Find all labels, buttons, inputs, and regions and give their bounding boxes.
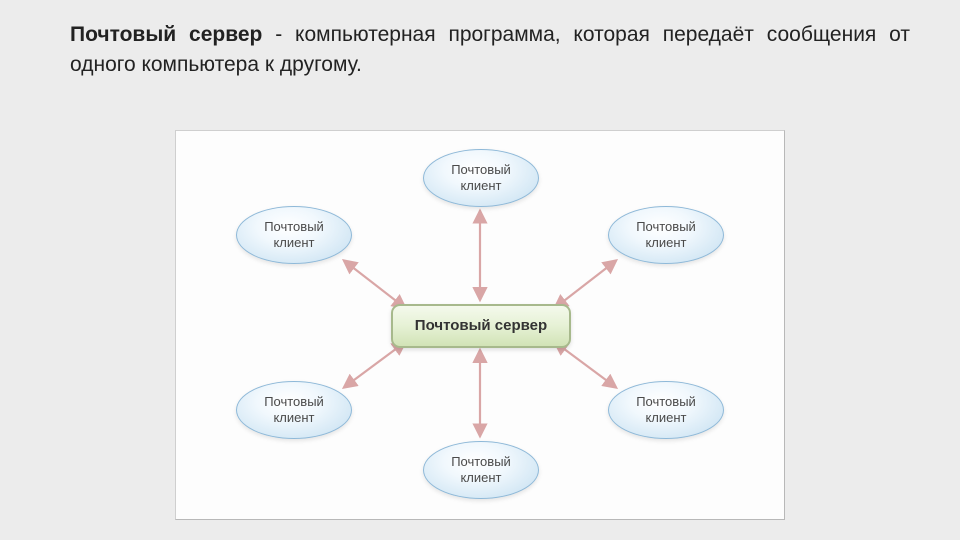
- client-node-top-right: Почтовыйклиент: [608, 206, 724, 264]
- client-label: Почтовыйклиент: [451, 454, 511, 487]
- diagram-panel: Почтовый сервер Почтовыйклиент Почтовыйк…: [175, 130, 785, 520]
- client-label: Почтовыйклиент: [264, 394, 324, 427]
- definition-term: Почтовый сервер: [70, 23, 262, 46]
- client-node-top: Почтовыйклиент: [423, 149, 539, 207]
- client-node-bottom: Почтовыйклиент: [423, 441, 539, 499]
- client-node-bottom-left: Почтовыйклиент: [236, 381, 352, 439]
- client-label: Почтовыйклиент: [264, 219, 324, 252]
- definition-text: Почтовый сервер - компьютерная программа…: [0, 0, 960, 91]
- server-node: Почтовый сервер: [391, 304, 571, 348]
- client-label: Почтовыйклиент: [636, 219, 696, 252]
- diagram: Почтовый сервер Почтовыйклиент Почтовыйк…: [176, 131, 784, 519]
- client-label: Почтовыйклиент: [451, 162, 511, 195]
- client-node-bottom-right: Почтовыйклиент: [608, 381, 724, 439]
- client-label: Почтовыйклиент: [636, 394, 696, 427]
- client-node-top-left: Почтовыйклиент: [236, 206, 352, 264]
- server-label: Почтовый сервер: [415, 317, 547, 336]
